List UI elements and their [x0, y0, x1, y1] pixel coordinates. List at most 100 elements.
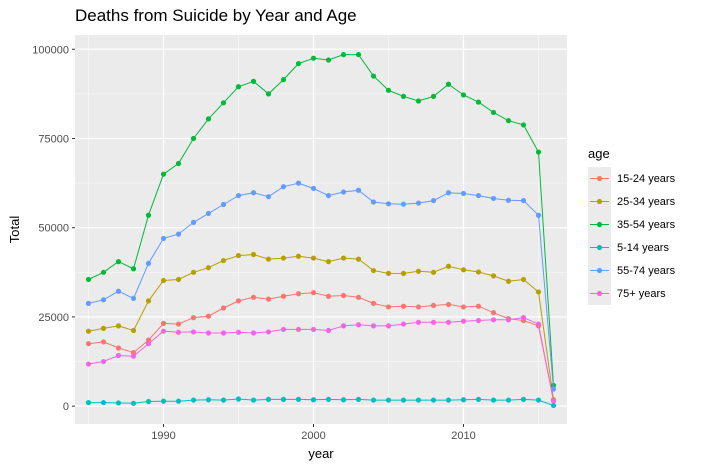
data-point	[460, 267, 467, 273]
data-point	[430, 302, 437, 309]
data-point	[355, 187, 362, 193]
legend-label: 75+ years	[617, 287, 666, 300]
data-point	[550, 402, 557, 409]
data-point	[250, 330, 257, 336]
data-point	[415, 98, 422, 104]
data-point	[295, 326, 302, 333]
data-point	[295, 253, 302, 259]
data-point	[205, 210, 212, 217]
data-point	[475, 396, 482, 402]
data-point	[265, 329, 272, 335]
data-point	[475, 269, 482, 275]
data-point	[100, 269, 107, 275]
plot-panel	[75, 35, 567, 424]
data-point	[385, 87, 392, 93]
legend: age 15-24 years 25-34 years 35-54 years 5-1…	[588, 146, 675, 305]
data-point	[475, 192, 482, 199]
data-point	[145, 341, 152, 347]
data-point	[115, 400, 122, 406]
data-point	[445, 319, 452, 325]
data-point	[505, 118, 512, 124]
data-point	[160, 235, 167, 242]
data-point	[115, 259, 122, 265]
data-point	[220, 257, 227, 264]
data-point	[385, 323, 392, 329]
data-point	[220, 100, 227, 106]
data-point	[310, 185, 317, 192]
data-point	[550, 398, 557, 404]
data-point	[550, 386, 557, 392]
data-point	[280, 396, 287, 402]
data-point	[415, 200, 422, 206]
legend-label: 15-24 years	[617, 172, 676, 185]
data-point	[175, 231, 182, 237]
data-point	[280, 77, 287, 83]
data-point	[160, 328, 167, 334]
data-point	[205, 265, 212, 271]
data-point	[520, 197, 527, 204]
data-point	[235, 84, 242, 90]
data-point	[295, 396, 302, 402]
data-point	[250, 251, 257, 258]
data-point	[175, 276, 182, 283]
legend-key	[588, 259, 611, 282]
data-point	[280, 184, 287, 190]
data-point	[370, 199, 377, 205]
data-point	[205, 330, 212, 336]
y-tick-label: 0	[63, 401, 69, 413]
data-point	[490, 195, 497, 202]
data-point	[490, 310, 497, 316]
data-point	[340, 323, 347, 329]
data-point	[400, 397, 407, 403]
data-point	[490, 397, 497, 403]
data-point	[145, 212, 152, 218]
data-point	[115, 345, 122, 351]
data-point	[250, 397, 257, 403]
data-point	[520, 122, 527, 128]
data-point	[85, 361, 92, 367]
data-point	[370, 267, 377, 274]
data-point	[445, 301, 452, 308]
data-point	[460, 92, 467, 98]
data-point	[490, 273, 497, 279]
data-point	[175, 398, 182, 404]
data-point	[520, 276, 527, 283]
data-point	[85, 328, 92, 334]
data-point	[130, 350, 137, 356]
data-point	[280, 326, 287, 333]
data-point	[310, 255, 317, 261]
data-point	[325, 192, 332, 199]
data-point	[85, 276, 92, 283]
data-point	[265, 194, 272, 200]
data-point	[145, 260, 152, 267]
data-point	[400, 321, 407, 327]
data-point	[535, 212, 542, 218]
data-point	[220, 330, 227, 336]
data-point	[190, 397, 197, 403]
data-point	[400, 93, 407, 99]
data-point	[415, 304, 422, 310]
data-point	[340, 292, 347, 299]
data-point	[310, 397, 317, 403]
data-point	[250, 190, 257, 196]
data-point	[385, 397, 392, 403]
data-point	[100, 297, 107, 303]
data-point	[160, 171, 167, 177]
data-point	[385, 270, 392, 276]
data-point	[145, 298, 152, 304]
data-point	[325, 57, 332, 63]
data-point	[85, 300, 92, 306]
data-point	[460, 397, 467, 403]
y-tick-label: 50000	[38, 223, 69, 235]
data-point	[355, 256, 362, 262]
legend-label: 25-34 years	[617, 195, 676, 208]
legend-title: age	[588, 146, 610, 161]
data-point	[460, 190, 467, 197]
data-point	[415, 319, 422, 325]
series-25-34-years	[85, 251, 557, 403]
data-point	[190, 315, 197, 321]
data-point	[310, 290, 317, 296]
data-point	[100, 399, 107, 406]
data-point	[205, 313, 212, 319]
data-point	[445, 81, 452, 87]
